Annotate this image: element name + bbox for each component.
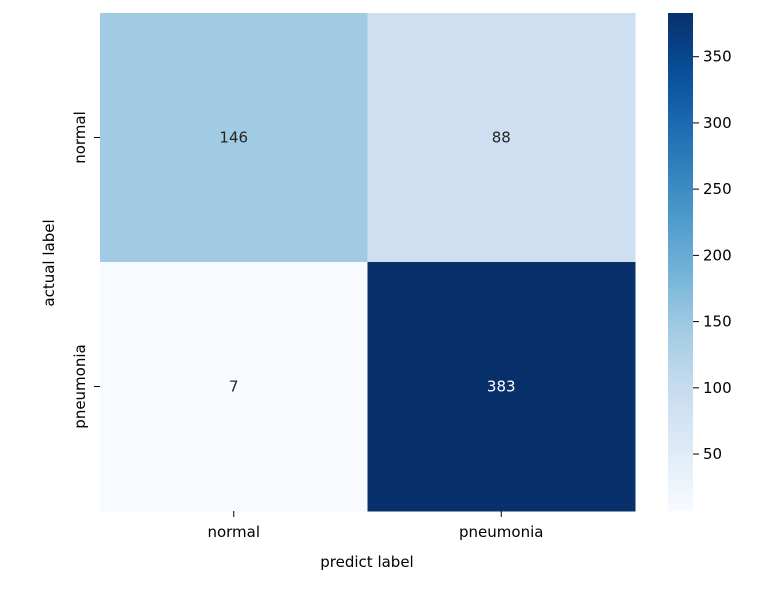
y-axis-ticks: normal pneumonia — [71, 111, 100, 429]
y-tick-label: pneumonia — [71, 344, 89, 428]
heatmap-cell — [100, 13, 368, 263]
y-axis-label: actual label — [40, 219, 58, 306]
cell-value-label: 88 — [492, 129, 511, 147]
heatmap-cells: 146 88 7 383 — [100, 13, 636, 512]
colorbar-tick-label: 150 — [703, 313, 732, 331]
cell-value-label: 383 — [487, 378, 516, 396]
cell-value-label: 146 — [219, 129, 248, 147]
colorbar-tick-label: 100 — [703, 379, 732, 397]
colorbar-tick-label: 350 — [703, 48, 732, 66]
x-tick-label: normal — [207, 523, 260, 541]
colorbar-tick-label: 50 — [703, 445, 722, 463]
heatmap-cell — [367, 262, 636, 512]
y-tick-label: normal — [71, 111, 89, 164]
x-axis-label: predict label — [320, 553, 413, 571]
colorbar-gradient — [668, 13, 693, 511]
heatmap-cell — [367, 13, 636, 263]
colorbar-tick-label: 200 — [703, 246, 732, 264]
heatmap-cell — [100, 262, 368, 512]
colorbar-tick-label: 250 — [703, 180, 732, 198]
x-tick-label: pneumonia — [459, 523, 543, 541]
colorbar: 50 100 150 200 250 300 350 — [668, 13, 732, 511]
x-axis-ticks: normal pneumonia — [207, 511, 543, 541]
colorbar-tick-label: 300 — [703, 114, 732, 132]
cell-value-label: 7 — [229, 378, 239, 396]
